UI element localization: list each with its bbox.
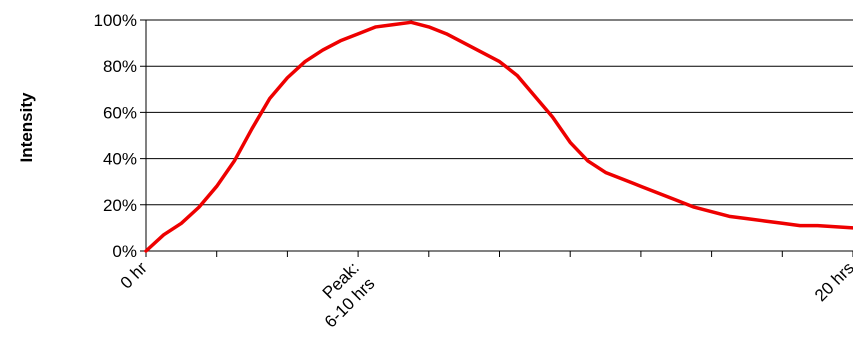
y-tick-label: 0% — [112, 242, 137, 261]
x-tick-label: 20 hrs — [811, 258, 853, 305]
y-tick-label: 40% — [103, 150, 137, 169]
series-line — [144, 20, 853, 253]
x-tick-labels: 0 hr Peak:6-10 hrs 20 hrs — [117, 258, 853, 331]
y-tick-label: 80% — [103, 57, 137, 76]
y-axis-title: Intensity — [17, 92, 36, 162]
y-tick-labels: 0% 20% 40% 60% 80% 100% — [94, 11, 137, 261]
x-tick-label-line: 20 hrs — [811, 258, 853, 305]
x-tick-label-line: 0 hr — [117, 258, 151, 292]
x-tick-marks — [145, 251, 853, 257]
gridlines — [140, 19, 853, 252]
x-tick-label: Peak:6-10 hrs — [305, 258, 378, 331]
x-tick-label: 0 hr — [117, 258, 151, 292]
y-tick-label: 20% — [103, 196, 137, 215]
y-tick-label: 100% — [94, 11, 137, 30]
y-tick-label: 60% — [103, 103, 137, 122]
series-layer — [144, 20, 853, 253]
